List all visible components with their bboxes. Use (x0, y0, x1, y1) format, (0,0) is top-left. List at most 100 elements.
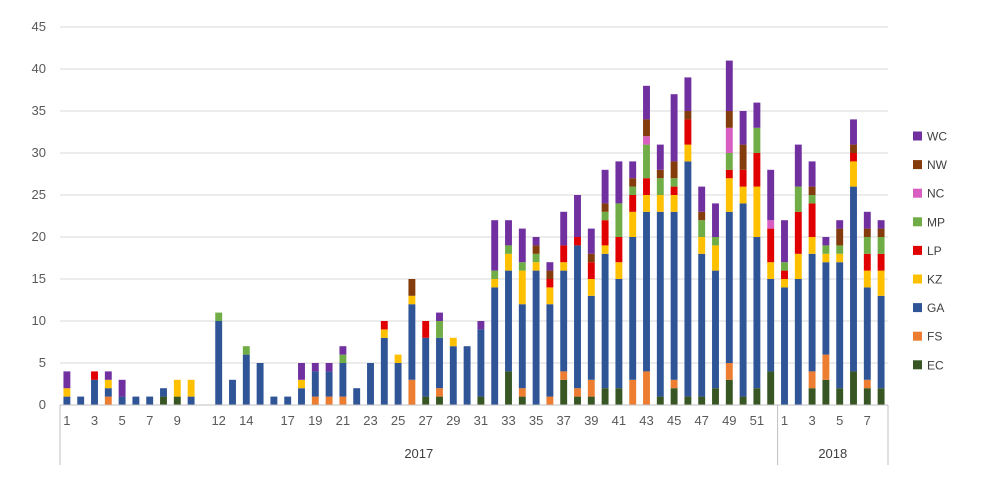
bar-segment-kz (863, 270, 871, 288)
bar-segment-lp (380, 321, 388, 330)
bar-segment-lp (560, 245, 568, 263)
bar-segment-ga (298, 388, 305, 405)
gridlines (60, 26, 888, 364)
bar-segment-wc (587, 228, 595, 254)
bar-segment-ec (615, 388, 623, 405)
bar-segment-ga (477, 329, 485, 397)
bar-segment-ga (380, 337, 388, 405)
legend-label-nc: NC (927, 187, 945, 201)
bar-segment-ec (822, 379, 830, 405)
x-tick-label: 21 (336, 413, 350, 428)
legend-label-wc: WC (927, 130, 947, 144)
bar-segment-ga (311, 371, 319, 397)
bar-segment-mp (339, 354, 347, 363)
bar-segment-ga (670, 211, 678, 380)
bar-segment-nw (656, 169, 664, 179)
bar-segment-ga (629, 237, 637, 380)
bar-segment-lp (767, 228, 775, 263)
legend-label-ga: GA (927, 301, 944, 315)
legend-swatch-lp (913, 245, 922, 255)
y-tick-label: 10 (32, 313, 46, 328)
x-axis: 1 3 5 7 9 12 14 17 19 21 23 25 27 29 31 33 35 37 39 41 43 45 4… (59, 404, 889, 465)
bar-segment-wc (739, 111, 747, 145)
bar-segment-fs (670, 379, 678, 389)
x-tick-label: 43 (639, 413, 653, 428)
y-tick-label: 20 (32, 229, 46, 244)
bar-segment-ga (656, 211, 664, 397)
bar-segment-ec (850, 371, 857, 405)
bar-segment-kz (781, 279, 788, 288)
x-tick-label: 17 (280, 413, 294, 428)
bar-segment-ga (436, 337, 443, 389)
y-tick-label: 0 (39, 397, 46, 412)
bar-segment-mp (794, 186, 802, 212)
bar-segment-kz (670, 195, 678, 212)
bar-segment-ec (836, 388, 844, 405)
bar-segment-ga (546, 304, 554, 397)
bar-segment-kz (505, 253, 512, 271)
bar-segment-kz (629, 211, 637, 237)
bar-segment-ga (146, 396, 154, 405)
bar-segment-ec (767, 371, 775, 405)
bar-segment-ec (518, 396, 526, 405)
bar-segment-ga (725, 211, 733, 363)
bar-segment-wc (877, 220, 885, 229)
bar-segment-nw (850, 144, 857, 153)
bar-segment-wc (518, 228, 526, 263)
y-tick-label: 15 (32, 271, 46, 286)
bar-segment-ec (877, 388, 885, 405)
bar-segment-nw (587, 253, 595, 263)
bar-segment-ga (325, 371, 333, 397)
bar-segment-ec (160, 396, 167, 405)
bar-segment-mp (242, 346, 250, 355)
bar-segment-mp (670, 178, 678, 187)
bar-segment-ec (173, 396, 181, 405)
bar-segment-ga (574, 245, 581, 389)
x-tick-label: 9 (174, 413, 181, 428)
legend: WC NW NC MP LP KZ GA FS EC (913, 130, 948, 372)
bar-segment-ga (270, 396, 278, 405)
bar-segment-ga (615, 279, 623, 389)
bar-segment-ga (63, 396, 71, 405)
y-tick-label: 45 (32, 19, 46, 34)
bar-segment-wc (808, 161, 816, 187)
bar-segment-kz (877, 270, 885, 296)
bar-segment-wc (325, 363, 333, 372)
legend-swatch-kz (913, 274, 922, 284)
bar-segment-fs (629, 379, 637, 405)
bar-segment-wc (863, 211, 871, 229)
bar-segment-mp (215, 312, 223, 321)
bar-segment-lp (794, 211, 802, 254)
bar-segment-kz (808, 237, 816, 254)
bar-segment-mp (436, 321, 443, 338)
bar-segment-kz (449, 337, 457, 347)
bar-segment-kz (394, 354, 402, 363)
bar-segment-mp (712, 237, 719, 246)
bar-segment-ga (256, 363, 264, 405)
bar-segment-mp (643, 144, 650, 179)
bar-segment-ga (712, 270, 719, 389)
bar-segment-ga (339, 363, 347, 397)
x-tick-label: 39 (584, 413, 598, 428)
bar-segment-lp (643, 178, 650, 195)
bar-segment-mp (491, 270, 499, 279)
bar-segment-kz (298, 379, 305, 389)
x-tick-label: 5 (118, 413, 125, 428)
x-tick-label: 33 (501, 413, 515, 428)
bar-segment-ga (449, 346, 457, 405)
bar-segment-ga (284, 396, 292, 405)
x-tick-label: 23 (363, 413, 377, 428)
bar-segment-lp (808, 203, 816, 237)
bar-segment-ga (91, 379, 98, 405)
bar-segment-ec (505, 371, 512, 405)
bar-segment-ec (753, 388, 761, 405)
bar-segment-wc (643, 85, 650, 120)
bar-segment-wc (656, 144, 664, 170)
bar-segment-nc (643, 136, 650, 145)
x-tick-label: 1 (781, 413, 788, 428)
bar-segment-fs (587, 379, 595, 397)
bar-segment-kz (767, 262, 775, 279)
legend-label-nw: NW (927, 158, 948, 172)
bar-segment-kz (712, 245, 719, 271)
bar-segment-kz (739, 186, 747, 204)
